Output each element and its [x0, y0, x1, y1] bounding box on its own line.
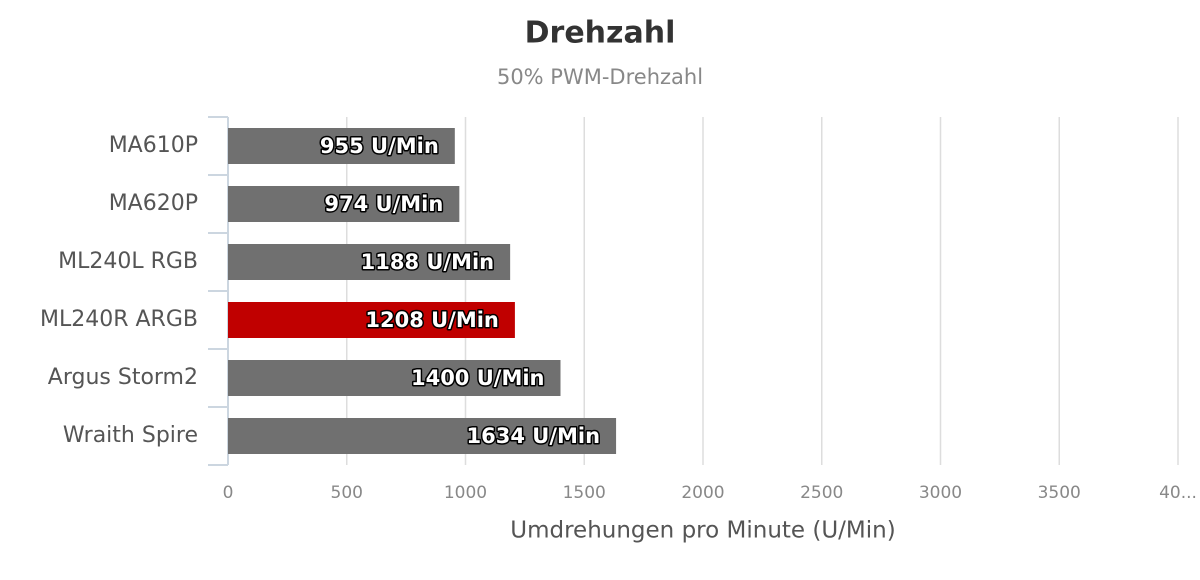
data-label: 1400 U/Min [411, 366, 545, 390]
x-tick-label: 1500 [563, 483, 606, 503]
data-label: 1188 U/Min [361, 250, 495, 274]
data-label: 1634 U/Min [467, 424, 601, 448]
x-axis-title: Umdrehungen pro Minute (U/Min) [510, 518, 895, 544]
x-tick-label: 3500 [1038, 483, 1081, 503]
x-tick-label: 1000 [444, 483, 487, 503]
x-tick-label: 2500 [800, 483, 843, 503]
y-tick-label: Wraith Spire [63, 423, 198, 448]
y-tick-label: ML240R ARGB [40, 307, 198, 332]
x-tick-label: 40... [1159, 483, 1197, 503]
data-label: 955 U/Min [320, 134, 439, 158]
data-label: 1208 U/Min [365, 308, 499, 332]
x-tick-label: 0 [223, 483, 234, 503]
bar [228, 186, 460, 222]
x-tick-label: 2000 [681, 483, 724, 503]
x-tick-label: 500 [331, 483, 363, 503]
chart-subtitle: 50% PWM-Drehzahl [497, 65, 703, 89]
chart-title: Drehzahl [525, 16, 676, 51]
data-label: 974 U/Min [324, 192, 443, 216]
bar [228, 128, 455, 164]
x-tick-label: 3000 [919, 483, 962, 503]
y-tick-label: MA620P [109, 191, 198, 216]
y-tick-label: Argus Storm2 [48, 365, 198, 390]
bar [228, 360, 561, 396]
y-tick-label: ML240L RGB [58, 249, 198, 274]
bar [228, 418, 617, 454]
bar [228, 302, 515, 338]
bar [228, 244, 511, 280]
y-tick-label: MA610P [109, 133, 198, 158]
